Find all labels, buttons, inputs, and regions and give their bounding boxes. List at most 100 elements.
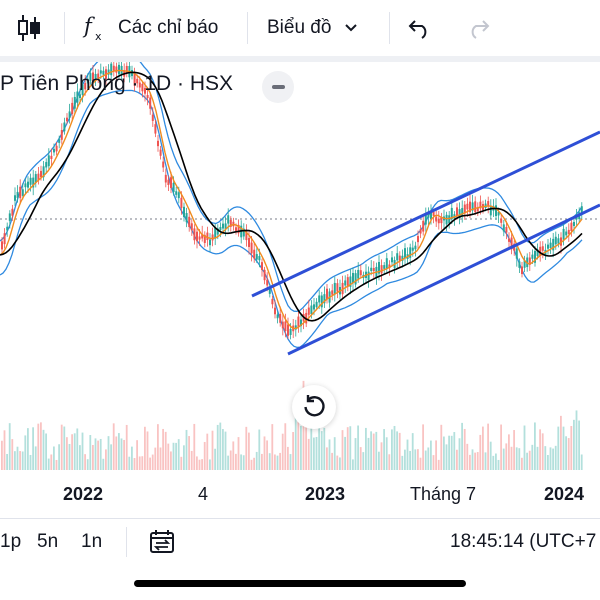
candle-body <box>211 234 214 241</box>
volume-bar <box>326 447 328 470</box>
candle-body <box>53 148 55 153</box>
volume-bar <box>216 424 219 470</box>
volume-bar <box>297 413 300 470</box>
volume-bar <box>424 450 427 470</box>
volume-bar <box>92 444 94 470</box>
candle-body <box>268 287 271 294</box>
volume-bar <box>146 431 149 470</box>
range-5n-button[interactable]: 5n <box>37 531 59 552</box>
candle-body <box>3 233 6 245</box>
candle-body <box>458 209 461 218</box>
candle-body <box>430 211 432 220</box>
redo-button[interactable] <box>465 0 491 56</box>
candle-body <box>227 215 230 224</box>
candle-body <box>391 257 393 263</box>
price-chart[interactable] <box>0 50 600 482</box>
volume-bar <box>318 395 320 470</box>
volume-bar <box>479 434 482 470</box>
candle-body <box>242 228 245 237</box>
candle-body <box>297 316 300 328</box>
candle-body <box>432 211 435 216</box>
volume-bar <box>380 442 383 470</box>
chart-canvas[interactable] <box>0 50 600 482</box>
candle-body <box>541 246 544 251</box>
volume-bar <box>445 444 448 470</box>
candle-body <box>214 227 217 239</box>
volume-bar <box>549 447 552 470</box>
candle-body <box>440 216 443 224</box>
candle-body <box>323 294 326 304</box>
candle-body <box>144 87 146 94</box>
volume-bar <box>276 455 279 470</box>
candle-body <box>175 191 178 195</box>
candle-body <box>476 207 479 212</box>
volume-bar <box>544 446 547 470</box>
candle-body <box>518 261 521 268</box>
candle-body <box>97 73 100 79</box>
volume-bar <box>159 447 162 470</box>
candle-type-button[interactable] <box>16 0 42 56</box>
candle-body <box>229 219 232 227</box>
volume-bar <box>404 449 406 470</box>
volume-bar <box>198 459 201 470</box>
range-1p-button[interactable]: 1p <box>0 531 22 552</box>
volume-bar <box>8 423 11 470</box>
clock-timezone[interactable]: 18:45:14 (UTC+7 <box>450 531 597 552</box>
volume-bar <box>138 456 141 470</box>
volume-bar <box>437 459 440 470</box>
reset-chart-button[interactable] <box>292 385 336 429</box>
volume-bar <box>50 454 53 470</box>
volume-bar <box>357 425 359 470</box>
volume-bar <box>344 436 346 470</box>
ma-orange-line <box>0 69 583 330</box>
volume-bar <box>560 415 562 470</box>
indicators-button[interactable]: f x Các chỉ báo <box>82 0 218 56</box>
volume-bar <box>463 428 466 470</box>
volume-bar <box>443 436 445 470</box>
volume-bar <box>42 429 45 470</box>
volume-bar <box>170 451 172 470</box>
volume-bar <box>123 439 125 470</box>
volume-bar <box>99 438 102 470</box>
candle-body <box>333 282 336 295</box>
bottom-divider <box>0 518 600 519</box>
symbol-title[interactable]: P Tiên Phong · 1D · HSX <box>0 72 234 95</box>
time-axis-label-2024: 2024 <box>544 484 585 504</box>
volume-bar <box>112 423 115 470</box>
candle-body <box>11 208 14 216</box>
volume-bar <box>393 425 396 470</box>
candle-body <box>567 229 570 235</box>
candle-body <box>209 239 211 246</box>
date-range-button[interactable] <box>149 529 177 560</box>
volume-bar <box>136 440 138 470</box>
candlesticks <box>1 55 583 340</box>
volume-bar <box>29 454 32 470</box>
candle-body <box>42 166 45 178</box>
candle-body <box>331 290 334 295</box>
volume-bar <box>214 448 216 470</box>
candle-body <box>474 201 477 213</box>
volume-bar <box>1 440 3 470</box>
volume-bar <box>495 453 497 470</box>
candle-body <box>92 72 94 83</box>
candle-body <box>380 265 383 274</box>
volume-bar <box>237 437 240 470</box>
volume-bar <box>274 454 276 470</box>
undo-button[interactable] <box>407 0 433 56</box>
collapse-legend-button[interactable] <box>262 71 294 103</box>
volume-bar <box>492 455 495 470</box>
candle-body <box>539 246 542 256</box>
volume-bar <box>232 441 235 470</box>
volume-bar <box>68 443 71 470</box>
candle-body <box>437 218 440 224</box>
volume-bar <box>557 426 560 470</box>
volume-bar <box>476 452 479 470</box>
candle-body <box>383 265 386 269</box>
range-1n-button[interactable]: 1n <box>81 531 103 552</box>
volume-bar <box>580 454 583 470</box>
volume-bar <box>11 439 14 470</box>
volume-bar <box>255 451 258 470</box>
candle-body <box>196 231 198 242</box>
chart-type-dropdown[interactable]: Biểu đồ <box>267 0 359 56</box>
volume-bar <box>417 449 419 470</box>
